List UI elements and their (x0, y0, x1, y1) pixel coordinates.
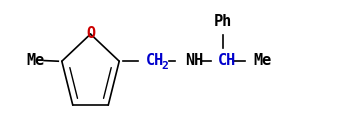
Text: CH: CH (146, 53, 164, 68)
Text: O: O (86, 26, 95, 41)
Text: Me: Me (253, 53, 271, 68)
Text: Me: Me (26, 53, 44, 68)
Text: 2: 2 (161, 61, 168, 71)
Text: CH: CH (218, 53, 236, 68)
Text: NH: NH (185, 53, 203, 68)
Text: Ph: Ph (214, 14, 232, 29)
